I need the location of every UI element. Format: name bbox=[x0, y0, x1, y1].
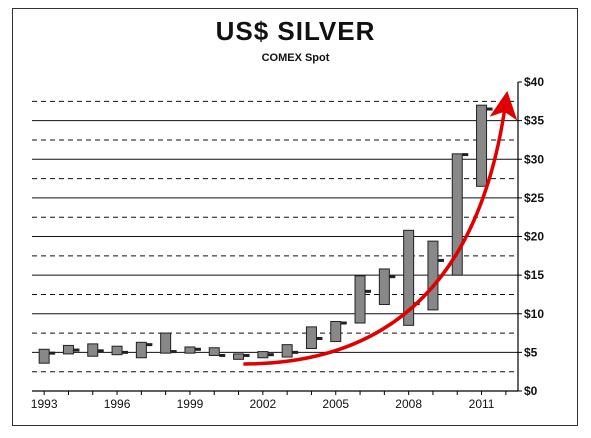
x-tick-label: 2005 bbox=[322, 397, 349, 411]
range-bar bbox=[378, 268, 390, 305]
trend-arrow bbox=[243, 90, 518, 366]
arrow-layer bbox=[243, 90, 518, 366]
range-bar bbox=[135, 341, 147, 359]
chart-subtitle: COMEX Spot bbox=[261, 52, 330, 64]
x-tick-label: 1996 bbox=[104, 397, 131, 411]
axis-layer: $0 $5 $10 $15 $20 $25 $30 $35 $40 1993 1996 1999 200… bbox=[31, 75, 545, 411]
range-bar bbox=[62, 344, 74, 355]
range-bar bbox=[476, 104, 488, 187]
chart-title: US$ SILVER bbox=[215, 16, 376, 46]
range-bar bbox=[451, 153, 463, 276]
range-bar bbox=[427, 240, 439, 311]
range-bar bbox=[330, 320, 342, 343]
y-tick-label: $0 bbox=[524, 384, 538, 398]
range-bar bbox=[38, 348, 50, 364]
range-bar bbox=[305, 326, 317, 350]
y-tick-label: $35 bbox=[524, 114, 544, 128]
x-tick-label: 2002 bbox=[249, 397, 276, 411]
range-bar bbox=[111, 345, 123, 356]
range-bar bbox=[233, 353, 245, 360]
y-tick-label: $10 bbox=[524, 307, 544, 321]
x-tick-label: 2008 bbox=[395, 397, 422, 411]
x-tick-label: 1993 bbox=[31, 397, 58, 411]
range-bar bbox=[208, 347, 220, 356]
y-tick-label: $30 bbox=[524, 152, 544, 166]
range-bar bbox=[160, 332, 172, 354]
bar-layer bbox=[38, 104, 493, 364]
range-bar bbox=[281, 344, 293, 358]
range-bar bbox=[257, 351, 269, 359]
y-tick-label: $20 bbox=[524, 230, 544, 244]
x-tick-label: 2011 bbox=[469, 397, 495, 411]
y-tick-label: $40 bbox=[524, 75, 544, 89]
range-bar bbox=[403, 229, 415, 326]
range-bar bbox=[87, 343, 99, 357]
y-tick-label: $25 bbox=[524, 191, 544, 205]
y-tick-label: $15 bbox=[524, 268, 544, 282]
range-bar bbox=[184, 346, 196, 354]
x-tick-label: 1999 bbox=[177, 397, 204, 411]
grid-layer bbox=[32, 100, 518, 373]
range-bar bbox=[354, 275, 366, 324]
y-tick-label: $5 bbox=[524, 345, 538, 359]
